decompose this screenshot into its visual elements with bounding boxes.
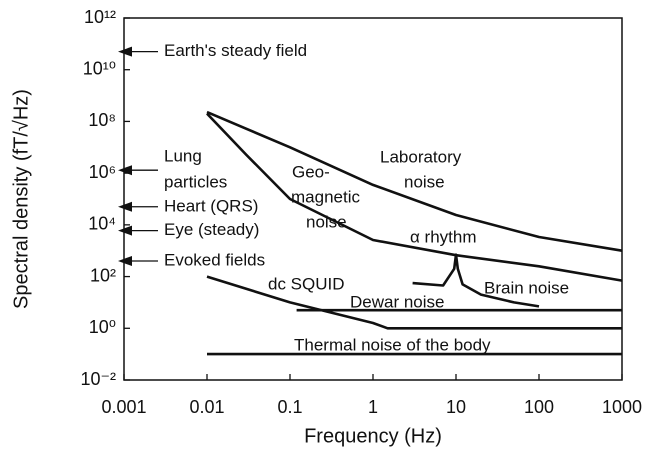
- x-tick-label: 1000: [602, 397, 642, 417]
- x-tick-label: 0.01: [189, 397, 224, 417]
- x-tick-label: 100: [524, 397, 554, 417]
- annotation: Geo-: [292, 162, 330, 181]
- marker-label: Eye (steady): [164, 220, 259, 239]
- noise-curve: [412, 253, 540, 308]
- y-tick-label: 10⁸: [88, 110, 116, 130]
- annotation: Dewar noise: [350, 292, 445, 311]
- annotation: noise: [404, 172, 445, 191]
- y-tick-label: 10⁻²: [80, 369, 116, 389]
- marker-arrowhead: [118, 165, 132, 176]
- marker-arrowhead: [118, 225, 132, 236]
- annotation: Laboratory: [380, 147, 462, 166]
- annotation: dc SQUID: [268, 274, 345, 293]
- y-tick-label: 10⁴: [88, 214, 116, 234]
- y-tick-label: 10⁰: [89, 317, 116, 337]
- x-tick-label: 10: [446, 397, 466, 417]
- annotation: Thermal noise of the body: [294, 335, 491, 354]
- x-axis-label: Frequency (Hz): [304, 425, 442, 447]
- marker-arrowhead: [118, 256, 132, 267]
- y-tick-label: 10²: [90, 265, 116, 285]
- annotation: α rhythm: [410, 227, 477, 246]
- x-tick-label: 1: [368, 397, 378, 417]
- noise-curve: [206, 112, 623, 282]
- marker-label: particles: [164, 173, 227, 192]
- noise-curve: [206, 275, 622, 330]
- y-tick-label: 10¹⁰: [83, 58, 116, 78]
- y-axis-label: Spectral density (fT/√Hz): [10, 89, 32, 309]
- marker-label: Earth's steady field: [164, 41, 307, 60]
- noise-curve: [206, 110, 623, 252]
- x-tick-label: 0.001: [101, 397, 146, 417]
- marker-label: Heart (QRS): [164, 196, 258, 215]
- annotation: Brain noise: [484, 278, 569, 297]
- y-tick-label: 10⁶: [89, 162, 116, 182]
- annotation: noise: [306, 212, 347, 231]
- marker-label: Evoked fields: [164, 250, 265, 269]
- x-tick-label: 0.1: [277, 397, 302, 417]
- marker-arrowhead: [118, 46, 132, 57]
- marker-arrowhead: [118, 201, 132, 212]
- y-tick-label: 10¹²: [84, 7, 116, 27]
- annotation: magnetic: [291, 187, 360, 206]
- marker-label: Lung: [164, 147, 202, 166]
